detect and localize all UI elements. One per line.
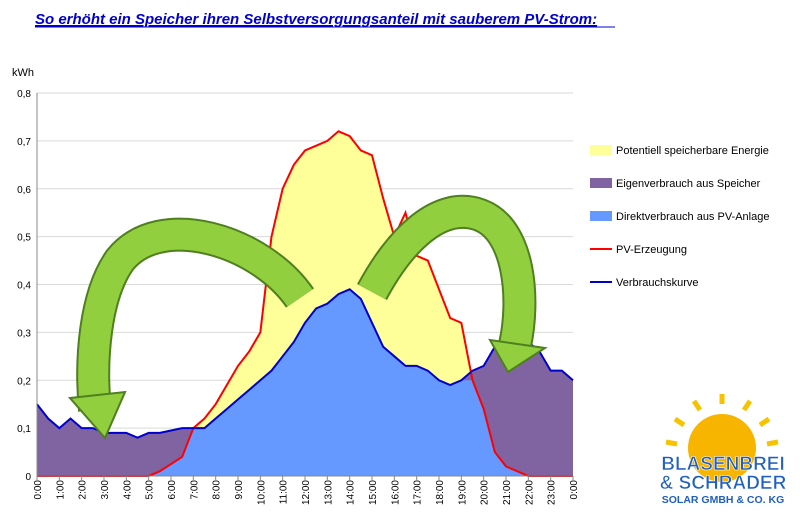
logo-line1: BLASENBREI: [661, 454, 785, 475]
legend-label: Eigenverbrauch aus Speicher: [616, 178, 761, 190]
x-tick-label: 10:00: [256, 480, 267, 505]
y-tick-label: 0,5: [17, 233, 31, 244]
x-tick-label: 15:00: [368, 480, 379, 505]
sun-ray: [741, 399, 753, 412]
x-tick-label: 12:00: [301, 480, 312, 505]
legend-label: Verbrauchskurve: [616, 277, 699, 289]
arrow-body: [78, 219, 313, 412]
x-tick-label: 1:00: [55, 480, 66, 500]
logo-line2: & SCHRADER: [660, 473, 787, 494]
x-tick-label: 19:00: [457, 480, 468, 505]
x-tick-label: 7:00: [189, 480, 200, 500]
y-tick-label: 0,8: [17, 89, 31, 100]
y-tick-label: 0,7: [17, 137, 31, 148]
x-tick-label: 3:00: [100, 480, 111, 500]
x-tick-label: 23:00: [547, 480, 558, 505]
x-tick-label: 2:00: [78, 480, 89, 500]
y-tick-label: 0: [25, 472, 31, 483]
legend-label: PV-Erzeugung: [616, 244, 687, 256]
x-tick-label: 17:00: [413, 480, 424, 505]
legend-swatch: [590, 211, 612, 221]
sun-ray: [758, 416, 771, 428]
x-tick-label: 22:00: [524, 480, 535, 505]
x-tick-label: 0:00: [33, 480, 44, 500]
arrow-head: [67, 390, 127, 440]
x-tick-label: 18:00: [435, 480, 446, 505]
x-tick-label: 16:00: [390, 480, 401, 505]
sun-ray: [673, 416, 686, 428]
legend-label: Direktverbrauch aus PV-Anlage: [616, 211, 769, 223]
x-tick-label: 4:00: [122, 480, 133, 500]
y-tick-label: 0,2: [17, 376, 31, 387]
x-tick-label: 8:00: [212, 480, 223, 500]
line: [36, 288, 574, 439]
arrow-body: [358, 196, 535, 349]
x-tick-label: 0:00: [569, 480, 580, 500]
x-tick-label: 9:00: [234, 480, 245, 500]
y-tick-label: 0,6: [17, 185, 31, 196]
plot-areas: [37, 131, 573, 477]
legend: Potentiell speicherbare Energie Eigenverb…: [590, 145, 769, 289]
sun-ray: [766, 439, 779, 447]
y-tick-label: 0,3: [17, 328, 31, 339]
logo-sun: [665, 394, 779, 482]
legend-label: Potentiell speicherbare Energie: [616, 145, 769, 157]
x-tick-label: 21:00: [502, 480, 513, 505]
sun: [688, 414, 756, 482]
x-tick-label: 14:00: [346, 480, 357, 505]
sun-ray: [665, 439, 678, 447]
y-tick-label: 0,1: [17, 424, 31, 435]
legend-swatch: [590, 145, 612, 155]
legend-swatch: [590, 178, 612, 188]
area: [37, 289, 573, 476]
y-tick-label: 0,4: [17, 281, 31, 292]
axes: 0 0,1 0,2 0,3 0,4 0,5 0,6 0,7 0,8 0:00 1:00 2:00 3:0…: [17, 89, 580, 505]
y-axis-label: kWh: [12, 67, 34, 79]
chart-title: So erhöht ein Speicher ihren Selbstverso…: [35, 11, 597, 28]
x-tick-label: 20:00: [480, 480, 491, 505]
x-tick-label: 13:00: [323, 480, 334, 505]
x-tick-label: 11:00: [279, 480, 290, 505]
arrow-head: [488, 338, 548, 374]
x-tick-label: 5:00: [145, 480, 156, 500]
logo-line3: SOLAR GMBH & CO. KG: [662, 494, 785, 506]
sun-ray: [691, 399, 703, 412]
arrows: [67, 194, 548, 440]
x-tick-label: 6:00: [167, 480, 178, 500]
logo: BLASENBREI & SCHRADER SOLAR GMBH & CO. K…: [659, 394, 787, 506]
